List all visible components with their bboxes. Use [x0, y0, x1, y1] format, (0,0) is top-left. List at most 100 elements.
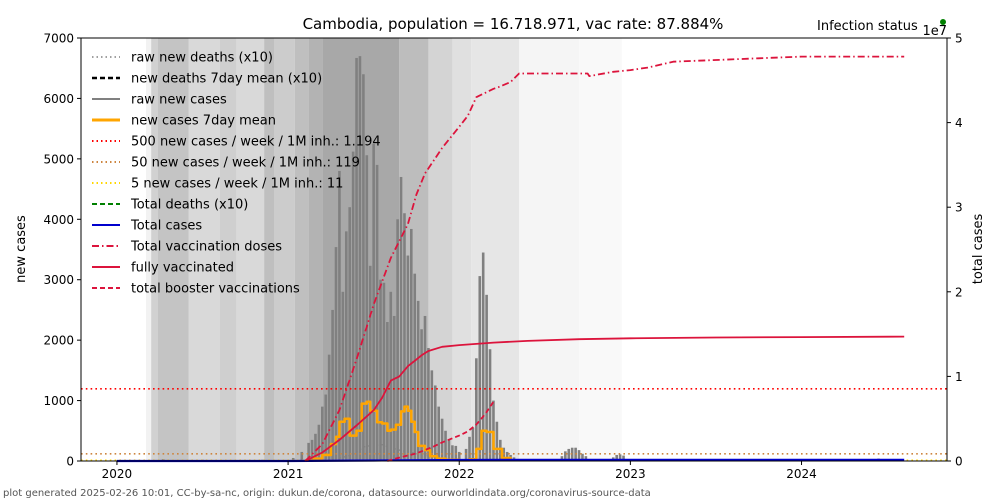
- raw-new-cases-bar: [300, 451, 304, 461]
- legend-item: Total cases: [92, 219, 202, 234]
- raw-new-cases-bars: [161, 56, 880, 461]
- raw-new-cases-bar: [334, 247, 338, 461]
- y2-tick-label: 0: [955, 455, 963, 469]
- raw-new-cases-bar: [310, 439, 314, 461]
- legend-item: Total vaccination doses: [92, 240, 282, 255]
- background-band: [471, 38, 520, 461]
- raw-new-cases-bar: [410, 228, 413, 461]
- raw-new-cases-bar: [324, 394, 328, 461]
- legend-label: 50 new cases / week / 1M inh.: 119: [131, 156, 360, 171]
- legend-label: total booster vaccinations: [131, 282, 300, 297]
- raw-new-cases-bar: [615, 454, 618, 461]
- raw-new-cases-bar: [440, 418, 444, 461]
- legend-item: Total deaths (x10): [92, 198, 248, 213]
- raw-new-cases-bar: [505, 451, 509, 461]
- raw-new-deaths-line: [339, 444, 443, 460]
- raw-new-cases-bar: [386, 322, 389, 461]
- x-tick-label: 2020: [102, 467, 133, 481]
- legend-label: raw new cases: [131, 93, 227, 108]
- background-band: [151, 38, 159, 461]
- raw-new-cases-bar: [362, 74, 365, 461]
- chart-title: Cambodia, population = 16.718.971, vac r…: [303, 15, 724, 33]
- raw-new-cases-bar: [451, 445, 454, 461]
- raw-new-cases-bar: [447, 439, 451, 461]
- y-axis-left: 0 1000 2000 3000 4000 5000 6000 7000: [43, 32, 81, 469]
- raw-new-cases-bar: [351, 151, 355, 461]
- legend-item: total booster vaccinations: [92, 282, 300, 297]
- raw-new-cases-bar: [399, 176, 403, 461]
- infection-status-label: Infection status: [817, 19, 918, 34]
- raw-new-cases-bar: [406, 255, 410, 461]
- y2-tick-label: 2: [955, 285, 963, 299]
- raw-new-cases-bar: [413, 273, 417, 461]
- raw-new-cases-bar: [382, 282, 386, 461]
- raw-new-cases-bar: [468, 436, 471, 461]
- raw-new-cases-bar: [488, 349, 492, 461]
- legend-label: Total vaccination doses: [130, 240, 282, 255]
- raw-new-cases-bar: [396, 219, 399, 461]
- raw-new-cases-bar: [338, 170, 341, 461]
- raw-new-cases-bar: [403, 213, 406, 461]
- raw-new-cases-bar: [437, 406, 440, 461]
- raw-new-cases-bar: [314, 433, 317, 461]
- raw-new-cases-bar: [485, 294, 488, 461]
- legend-item: raw new cases: [92, 93, 227, 108]
- raw-new-cases-bar: [495, 421, 499, 461]
- y-tick-label: 6000: [43, 92, 74, 106]
- y2-tick-label: 1: [955, 370, 963, 384]
- legend-item: new cases 7day mean: [92, 114, 276, 129]
- infection-status-dot: [940, 19, 946, 25]
- raw-new-cases-bar: [344, 231, 348, 461]
- background-band: [236, 38, 265, 461]
- raw-new-cases-bar: [581, 453, 584, 461]
- raw-new-cases-bar: [430, 370, 434, 461]
- background-band: [308, 38, 323, 461]
- raw-new-cases-bar: [618, 454, 622, 461]
- plot-frame: [80, 37, 948, 462]
- background-band: [188, 38, 220, 461]
- raw-new-cases-bar: [379, 279, 382, 461]
- legend-item: 500 new cases / week / 1M inh.: 1.194: [92, 135, 381, 150]
- y2-axis-label: total cases: [971, 214, 986, 285]
- raw-new-cases-bar: [416, 300, 420, 461]
- raw-new-cases-bar: [389, 291, 393, 461]
- background-band: [146, 38, 152, 461]
- background-band: [294, 38, 309, 461]
- raw-new-cases-bar: [375, 164, 379, 461]
- raw-new-cases-bar: [355, 57, 358, 461]
- fully-vaccinated-line: [304, 335, 905, 462]
- y-tick-label: 1000: [43, 394, 74, 408]
- raw-new-cases-bar: [365, 155, 369, 461]
- background-band: [264, 38, 275, 461]
- y-tick-label: 3000: [43, 273, 74, 287]
- raw-new-cases-bar: [622, 455, 625, 461]
- y2-multiplier-label: 1e7: [922, 24, 947, 39]
- raw-new-cases-bar: [499, 439, 502, 461]
- raw-new-cases-bar: [341, 291, 345, 461]
- raw-new-cases-bar: [331, 309, 334, 461]
- raw-new-cases-bar: [584, 456, 588, 461]
- raw-new-cases-bar: [564, 451, 567, 461]
- raw-new-cases-bar: [471, 427, 475, 461]
- y-tick-label: 4000: [43, 213, 74, 227]
- raw-new-cases-bar: [567, 448, 571, 461]
- background-band: [519, 38, 580, 461]
- raw-new-cases-bar: [427, 347, 430, 461]
- raw-new-cases-bar: [368, 265, 372, 461]
- legend-label: Total cases: [130, 219, 202, 234]
- y-tick-label: 0: [66, 455, 74, 469]
- raw-new-cases-bar: [327, 354, 331, 461]
- raw-new-cases-bar: [577, 450, 581, 461]
- total-booster-vaccinations-line: [387, 401, 495, 462]
- raw-new-cases-bar: [423, 315, 427, 461]
- y-axis-right: 0 1 2 3 4 5: [947, 32, 963, 469]
- legend-item: fully vaccinated: [92, 261, 234, 276]
- background-band: [274, 38, 295, 461]
- y-axis-label: new cases: [14, 215, 29, 283]
- raw-new-cases-bar: [291, 457, 295, 461]
- background-band: [219, 38, 237, 461]
- raw-new-cases-bar: [478, 276, 482, 461]
- legend: raw new deaths (x10) new deaths 7day mean…: [92, 51, 381, 297]
- raw-new-cases-bar: [444, 430, 447, 461]
